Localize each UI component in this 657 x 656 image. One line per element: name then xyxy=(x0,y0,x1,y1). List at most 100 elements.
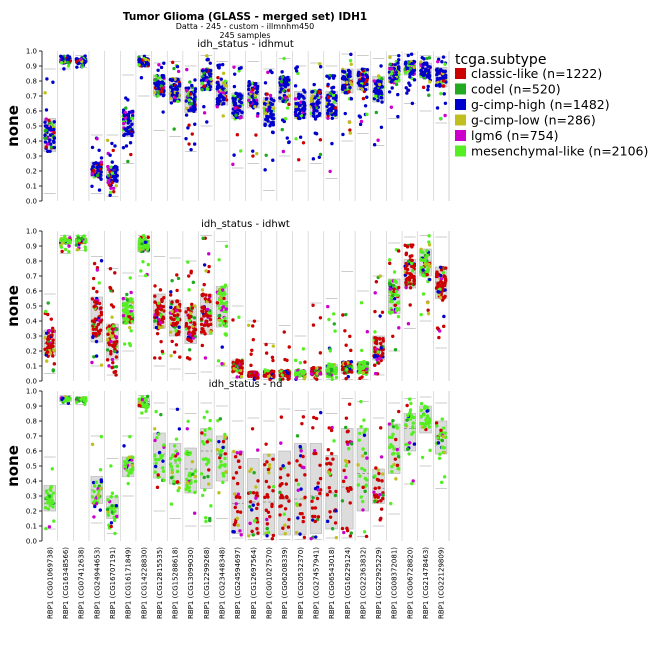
data-point xyxy=(294,104,299,109)
data-point xyxy=(170,453,175,458)
column-19 xyxy=(325,231,340,382)
data-point xyxy=(215,448,220,452)
data-point xyxy=(341,69,345,74)
data-point xyxy=(235,451,239,455)
data-point xyxy=(200,326,204,331)
data-point xyxy=(232,449,236,454)
data-point xyxy=(346,446,351,451)
data-point xyxy=(427,93,431,97)
data-point xyxy=(379,455,384,459)
column-4 xyxy=(90,231,105,381)
data-point xyxy=(205,54,209,58)
data-point xyxy=(287,102,291,107)
data-point xyxy=(200,288,205,292)
column-4 xyxy=(90,51,105,201)
data-point xyxy=(363,476,368,481)
data-point xyxy=(234,471,239,475)
data-point xyxy=(185,481,190,485)
data-point xyxy=(202,442,206,446)
data-point xyxy=(235,494,239,499)
data-point xyxy=(346,68,351,73)
data-point xyxy=(52,145,57,150)
data-point xyxy=(285,358,289,362)
data-point xyxy=(363,104,368,108)
y-tick-label: 0.9 xyxy=(26,243,37,251)
x-tick-label: RBP1 (CG22363832) xyxy=(359,547,367,619)
data-point xyxy=(387,435,392,440)
data-point xyxy=(251,503,255,507)
data-point xyxy=(157,86,161,91)
data-point xyxy=(99,479,104,484)
data-point xyxy=(173,444,177,448)
data-point xyxy=(294,69,299,73)
data-point xyxy=(408,75,412,79)
data-point xyxy=(271,130,275,135)
data-point xyxy=(349,97,354,101)
data-point xyxy=(318,351,323,355)
y-tick-label: 0.5 xyxy=(26,303,37,311)
data-point xyxy=(310,506,315,510)
data-point xyxy=(300,511,304,516)
data-point xyxy=(358,122,363,127)
data-point xyxy=(299,100,303,104)
data-point xyxy=(373,495,377,499)
data-point xyxy=(334,535,339,540)
data-point xyxy=(156,68,160,73)
data-point xyxy=(280,70,284,74)
points xyxy=(153,284,166,360)
data-point xyxy=(330,425,334,430)
data-point xyxy=(256,479,260,483)
data-point xyxy=(251,533,255,537)
data-point xyxy=(217,491,221,495)
data-point xyxy=(218,296,223,300)
data-point xyxy=(441,434,446,439)
data-point xyxy=(255,448,260,452)
data-point xyxy=(298,135,303,139)
data-point xyxy=(169,464,174,469)
data-point xyxy=(286,88,291,93)
data-point xyxy=(315,377,319,381)
data-point xyxy=(91,286,96,291)
data-point xyxy=(249,352,253,356)
legend: tcga.subtype classic-like (n=1222)codel … xyxy=(455,52,648,159)
data-point xyxy=(94,354,99,358)
data-point xyxy=(127,314,131,319)
data-point xyxy=(237,315,241,319)
data-point xyxy=(299,487,303,491)
y-axis-label: none xyxy=(4,445,22,487)
data-point xyxy=(90,145,95,150)
data-point xyxy=(303,360,307,364)
data-point xyxy=(302,101,307,105)
data-point xyxy=(313,131,317,135)
data-point xyxy=(311,514,315,519)
data-point xyxy=(92,500,96,504)
data-point xyxy=(159,65,164,70)
data-point xyxy=(343,85,347,90)
data-point xyxy=(299,449,303,453)
column-14 xyxy=(247,51,262,201)
data-point xyxy=(233,106,237,110)
data-point xyxy=(419,249,423,254)
data-point xyxy=(373,353,377,358)
data-point xyxy=(440,286,445,291)
data-point xyxy=(154,457,158,462)
data-point xyxy=(419,414,423,419)
points xyxy=(246,319,260,382)
y-tick-label: 0.7 xyxy=(26,93,37,101)
data-point xyxy=(91,165,96,169)
data-point xyxy=(205,87,210,91)
data-point xyxy=(330,106,334,110)
data-point xyxy=(376,361,381,365)
data-point xyxy=(343,91,347,95)
data-point xyxy=(170,317,174,321)
data-point xyxy=(170,309,174,314)
data-point xyxy=(441,84,446,88)
data-point xyxy=(409,261,414,266)
data-point xyxy=(115,514,119,519)
y-tick-label: 0.1 xyxy=(26,363,37,371)
data-point xyxy=(80,63,85,67)
data-point xyxy=(269,121,273,125)
data-point xyxy=(97,331,101,336)
data-point xyxy=(343,111,347,116)
data-point xyxy=(388,287,392,291)
